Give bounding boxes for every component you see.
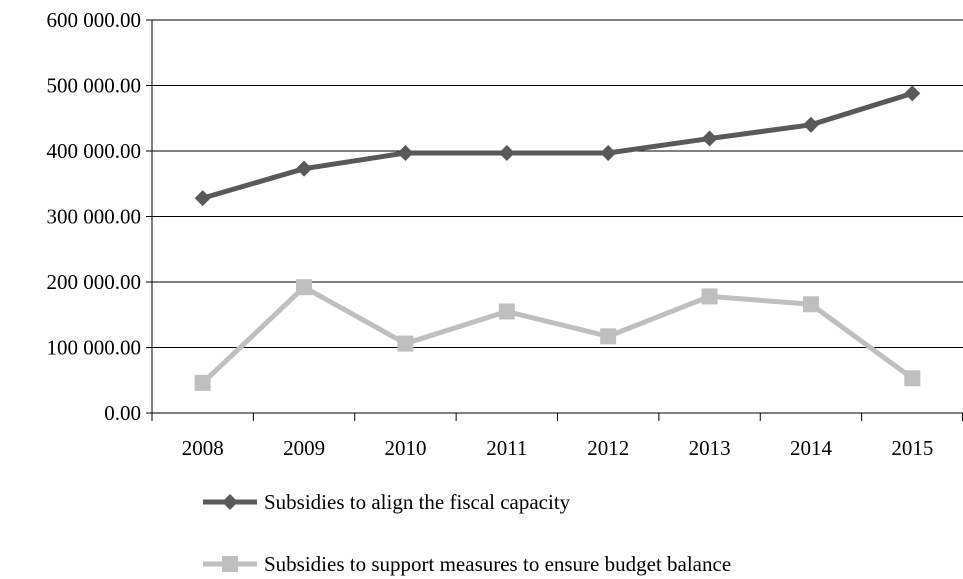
y-tick-label: 300 000.00 xyxy=(47,205,142,229)
legend: Subsidies to align the fiscal capacity Su… xyxy=(203,490,731,576)
data-point xyxy=(802,296,819,313)
x-tick-label: 2015 xyxy=(891,436,933,460)
series-lines xyxy=(194,85,921,391)
x-tick-labels: 2008 2009 2010 2011 2012 2013 2014 2015 xyxy=(182,436,934,460)
legend-label: Subsidies to align the fiscal capacity xyxy=(264,490,571,514)
y-tick-label: 0.00 xyxy=(104,401,141,425)
data-point xyxy=(802,116,819,133)
data-point xyxy=(397,144,414,161)
x-tick-label: 2014 xyxy=(790,436,833,460)
y-tick-label: 600 000.00 xyxy=(47,8,142,32)
series-1 xyxy=(194,85,921,207)
y-tick-labels: 0.00 100 000.00 200 000.00 300 000.00 400 00… xyxy=(47,8,142,425)
data-point xyxy=(600,328,617,345)
data-point xyxy=(194,190,211,207)
axes xyxy=(146,19,963,421)
data-point xyxy=(904,370,921,387)
legend-label: Subsidies to support measures to ensure … xyxy=(264,552,731,576)
data-point xyxy=(194,374,211,391)
data-point xyxy=(600,144,617,161)
series-line xyxy=(200,284,914,385)
data-point xyxy=(701,130,718,147)
data-point xyxy=(296,160,313,177)
grid-lines xyxy=(152,19,963,348)
data-point xyxy=(904,85,921,102)
x-tick-label: 2010 xyxy=(384,436,426,460)
legend-marker xyxy=(222,494,238,510)
legend-item: Subsidies to align the fiscal capacity xyxy=(203,490,571,514)
x-tick-label: 2008 xyxy=(182,436,224,460)
data-point xyxy=(498,303,515,320)
legend-item: Subsidies to support measures to ensure … xyxy=(203,552,731,576)
data-point xyxy=(296,279,313,296)
x-tick-label: 2009 xyxy=(283,436,325,460)
x-tick-label: 2013 xyxy=(689,436,731,460)
y-tick-label: 400 000.00 xyxy=(47,139,142,163)
data-point xyxy=(397,335,414,352)
x-tick-label: 2011 xyxy=(486,436,527,460)
y-tick-label: 100 000.00 xyxy=(47,336,142,360)
data-point xyxy=(498,144,515,161)
data-point xyxy=(701,288,718,305)
y-tick-label: 500 000.00 xyxy=(47,74,142,98)
series-2 xyxy=(194,279,921,391)
legend-marker xyxy=(222,556,238,572)
series-line xyxy=(201,90,914,201)
x-tick-label: 2012 xyxy=(587,436,629,460)
y-tick-label: 200 000.00 xyxy=(47,270,142,294)
